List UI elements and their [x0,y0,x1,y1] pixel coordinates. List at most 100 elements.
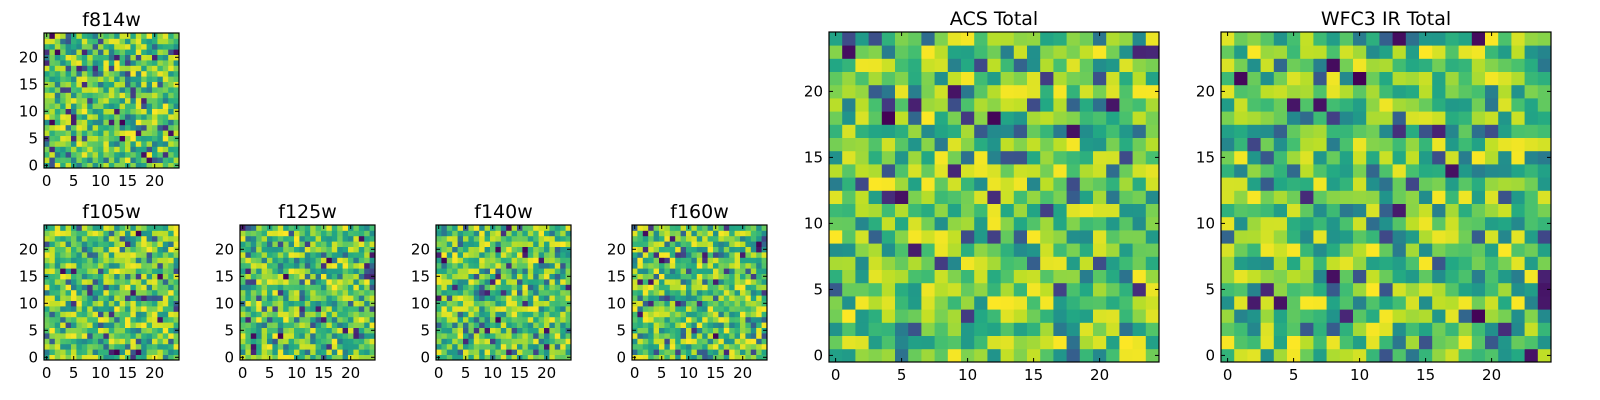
heatmap-cell [119,146,126,153]
heatmap-cell [81,130,88,136]
heatmap-cell [756,246,762,253]
heatmap-cell [729,316,735,323]
heatmap-cell [44,349,50,355]
heatmap-cell [490,268,496,274]
heatmap-cell [756,354,762,361]
heatmap-cell [1485,296,1499,310]
heatmap-cell [974,71,988,86]
heatmap-cell [908,32,922,46]
heatmap-cell [337,327,343,334]
heatmap-cell [141,225,147,231]
heatmap-cell [364,295,370,301]
heatmap-cell [119,130,126,136]
heatmap-cell [669,257,676,264]
heatmap-cell [511,268,518,274]
heatmap-cell [686,306,692,312]
heatmap-cell [1392,45,1407,59]
heatmap-cell [337,273,343,280]
heatmap-cells [44,225,180,361]
heatmap-cell [1471,322,1486,336]
heatmap-cell [81,92,88,99]
heatmap-cell [1498,71,1512,86]
heatmap-cell [675,306,681,312]
heatmap-cell [1300,348,1314,363]
heatmap-cell [294,289,300,296]
heatmap-cell [707,322,714,328]
heatmap-cell [65,60,72,66]
heatmap-cell [98,311,104,318]
heatmap-cell [653,252,660,258]
heatmap-cell [691,225,698,231]
heatmap-cell [702,354,708,361]
heatmap-cell [71,343,77,350]
heatmap-cell [130,230,137,237]
heatmap-cell [560,257,566,264]
heatmap-cell [358,333,365,339]
heatmap-cell [533,279,539,285]
heatmap-cell [517,284,523,291]
heatmap-cell [1471,32,1486,46]
heatmap-cell [1066,230,1081,244]
heatmap-cell [490,295,496,301]
heatmap-cell [533,262,539,269]
heatmap-cell [321,246,327,253]
heatmap-cell [691,230,698,237]
heatmap-cell [331,289,338,296]
heatmap-cell [1445,256,1459,270]
heatmap-cell [1458,137,1473,152]
heatmap-cell [549,252,556,258]
heatmap-cell [54,54,61,61]
heatmap-cell [908,190,922,204]
heatmap-cell [1013,216,1028,231]
x-tick-label: 0 [1223,366,1233,384]
heatmap-cell [81,284,88,291]
heatmap-cell [855,230,869,244]
heatmap-cell [157,92,164,99]
heatmap-cell [723,289,730,296]
heatmap-cell [87,235,93,242]
heatmap-cell [560,333,566,339]
heatmap-cell [358,268,365,274]
heatmap-cell [457,284,464,291]
heatmap-cell [337,230,343,237]
heatmap-cell [114,76,120,82]
heatmap-cell [506,268,512,274]
heatmap-cell [452,284,458,291]
heatmap-cell [527,252,534,258]
heatmap-cell [1313,84,1327,99]
heatmap-cell [961,190,975,204]
heatmap-cell [283,225,289,231]
heatmap-cell [441,295,448,301]
heatmap-cell [675,257,681,264]
heatmap-cell [1379,71,1393,86]
heatmap-cell [1326,322,1341,336]
heatmap-cell [157,33,164,39]
heatmap-cell [842,269,856,284]
heatmap-cell [961,111,975,125]
heatmap-cell [81,316,88,323]
heatmap-cell [1511,243,1525,257]
heatmap-cell [92,262,99,269]
heatmap-cell [1260,269,1275,284]
heatmap-cell [1119,84,1133,99]
heatmap-cell [1537,111,1552,125]
heatmap-cell [686,252,692,258]
heatmap-cell [168,316,174,323]
heatmap-cell [49,279,56,285]
heatmap-cell [1079,71,1094,86]
heatmap-cell [108,333,115,339]
heatmap-cell [1498,296,1512,310]
heatmap-cell [87,43,93,50]
heatmap-cell [1027,71,1041,86]
heatmap-cell [696,295,703,301]
heatmap-cell [348,322,354,328]
heatmap-cell [468,257,475,264]
heatmap-cell [908,282,922,297]
heatmap-cell [119,87,126,93]
heatmap-cell [740,230,746,237]
heatmap-cell [60,246,66,253]
heatmap-cell [1511,203,1525,218]
heatmap-cell [250,306,257,312]
heatmap-cell [108,289,115,296]
heatmap-cell [745,284,752,291]
